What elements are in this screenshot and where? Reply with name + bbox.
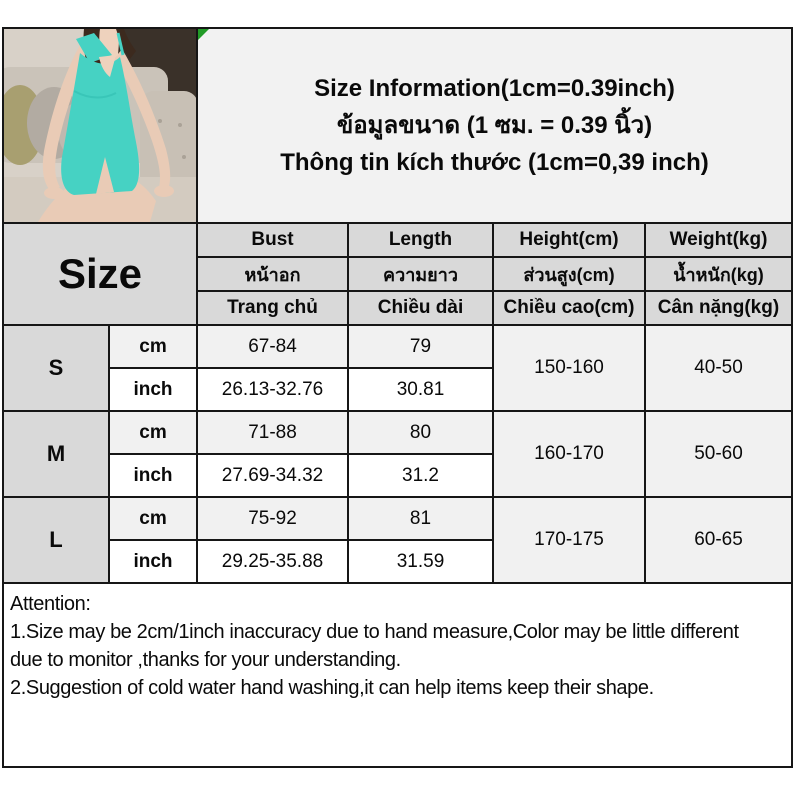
title-line-vi: Thông tin kích thước (1cm=0,39 inch) [280,149,709,176]
cell-bust-inch-m: 27.69-34.32 [198,455,347,496]
cell-length-inch-l: 31.59 [349,541,492,582]
header-weight-vi: Cân nặng(kg) [646,292,791,324]
table-corner-size-label: Size [4,224,196,324]
cell-weight-m: 50-60 [646,412,791,496]
attention-notes: Attention: 1.Size may be 2cm/1inch inacc… [4,584,791,766]
row-size-s-label: S [4,326,108,410]
cell-height-s: 150-160 [494,326,644,410]
cell-length-inch-s: 30.81 [349,369,492,410]
row-size-l-label: L [4,498,108,582]
cell-bust-cm-m: 71-88 [198,412,347,453]
header-height-th: ส่วนสูง(cm) [494,258,644,290]
attention-line-1: 1.Size may be 2cm/1inch inaccuracy due t… [10,621,739,643]
header-weight-th: น้ำหนัก(kg) [646,258,791,290]
product-photo-illustration [4,29,196,222]
cell-length-inch-m: 31.2 [349,455,492,496]
cell-bust-cm-l: 75-92 [198,498,347,539]
header-length-vi: Chiều dài [349,292,492,324]
unit-label-cm-l: cm [110,498,196,539]
cell-height-l: 170-175 [494,498,644,582]
cell-bust-inch-l: 29.25-35.88 [198,541,347,582]
cell-length-cm-m: 80 [349,412,492,453]
header-weight-en: Weight(kg) [646,224,791,256]
header-bust-vi: Trang chủ [198,292,347,324]
unit-label-inch-s: inch [110,369,196,410]
row-size-m-label: M [4,412,108,496]
cell-height-m: 160-170 [494,412,644,496]
unit-label-cm-s: cm [110,326,196,367]
attention-heading: Attention: [10,593,91,615]
size-chart-table: Size Information(1cm=0.39inch) ข้อมูลขนา… [2,27,793,768]
header-height-vi: Chiều cao(cm) [494,292,644,324]
attention-line-2: due to monitor ,thanks for your understa… [10,649,401,671]
header-bust-th: หน้าอก [198,258,347,290]
header-height-en: Height(cm) [494,224,644,256]
unit-label-inch-l: inch [110,541,196,582]
size-info-title: Size Information(1cm=0.39inch) ข้อมูลขนา… [198,29,791,222]
product-photo [4,29,196,222]
cell-weight-l: 60-65 [646,498,791,582]
cell-bust-cm-s: 67-84 [198,326,347,367]
title-line-th: ข้อมูลขนาด (1 ซม. = 0.39 นิ้ว) [336,112,653,139]
header-length-en: Length [349,224,492,256]
header-bust-en: Bust [198,224,347,256]
unit-label-cm-m: cm [110,412,196,453]
cell-bust-inch-s: 26.13-32.76 [198,369,347,410]
cell-length-cm-s: 79 [349,326,492,367]
unit-label-inch-m: inch [110,455,196,496]
cell-length-cm-l: 81 [349,498,492,539]
green-triangle-marker-icon [198,29,209,40]
header-length-th: ความยาว [349,258,492,290]
cell-weight-s: 40-50 [646,326,791,410]
attention-line-3: 2.Suggestion of cold water hand washing,… [10,677,654,699]
title-line-en: Size Information(1cm=0.39inch) [314,75,675,102]
